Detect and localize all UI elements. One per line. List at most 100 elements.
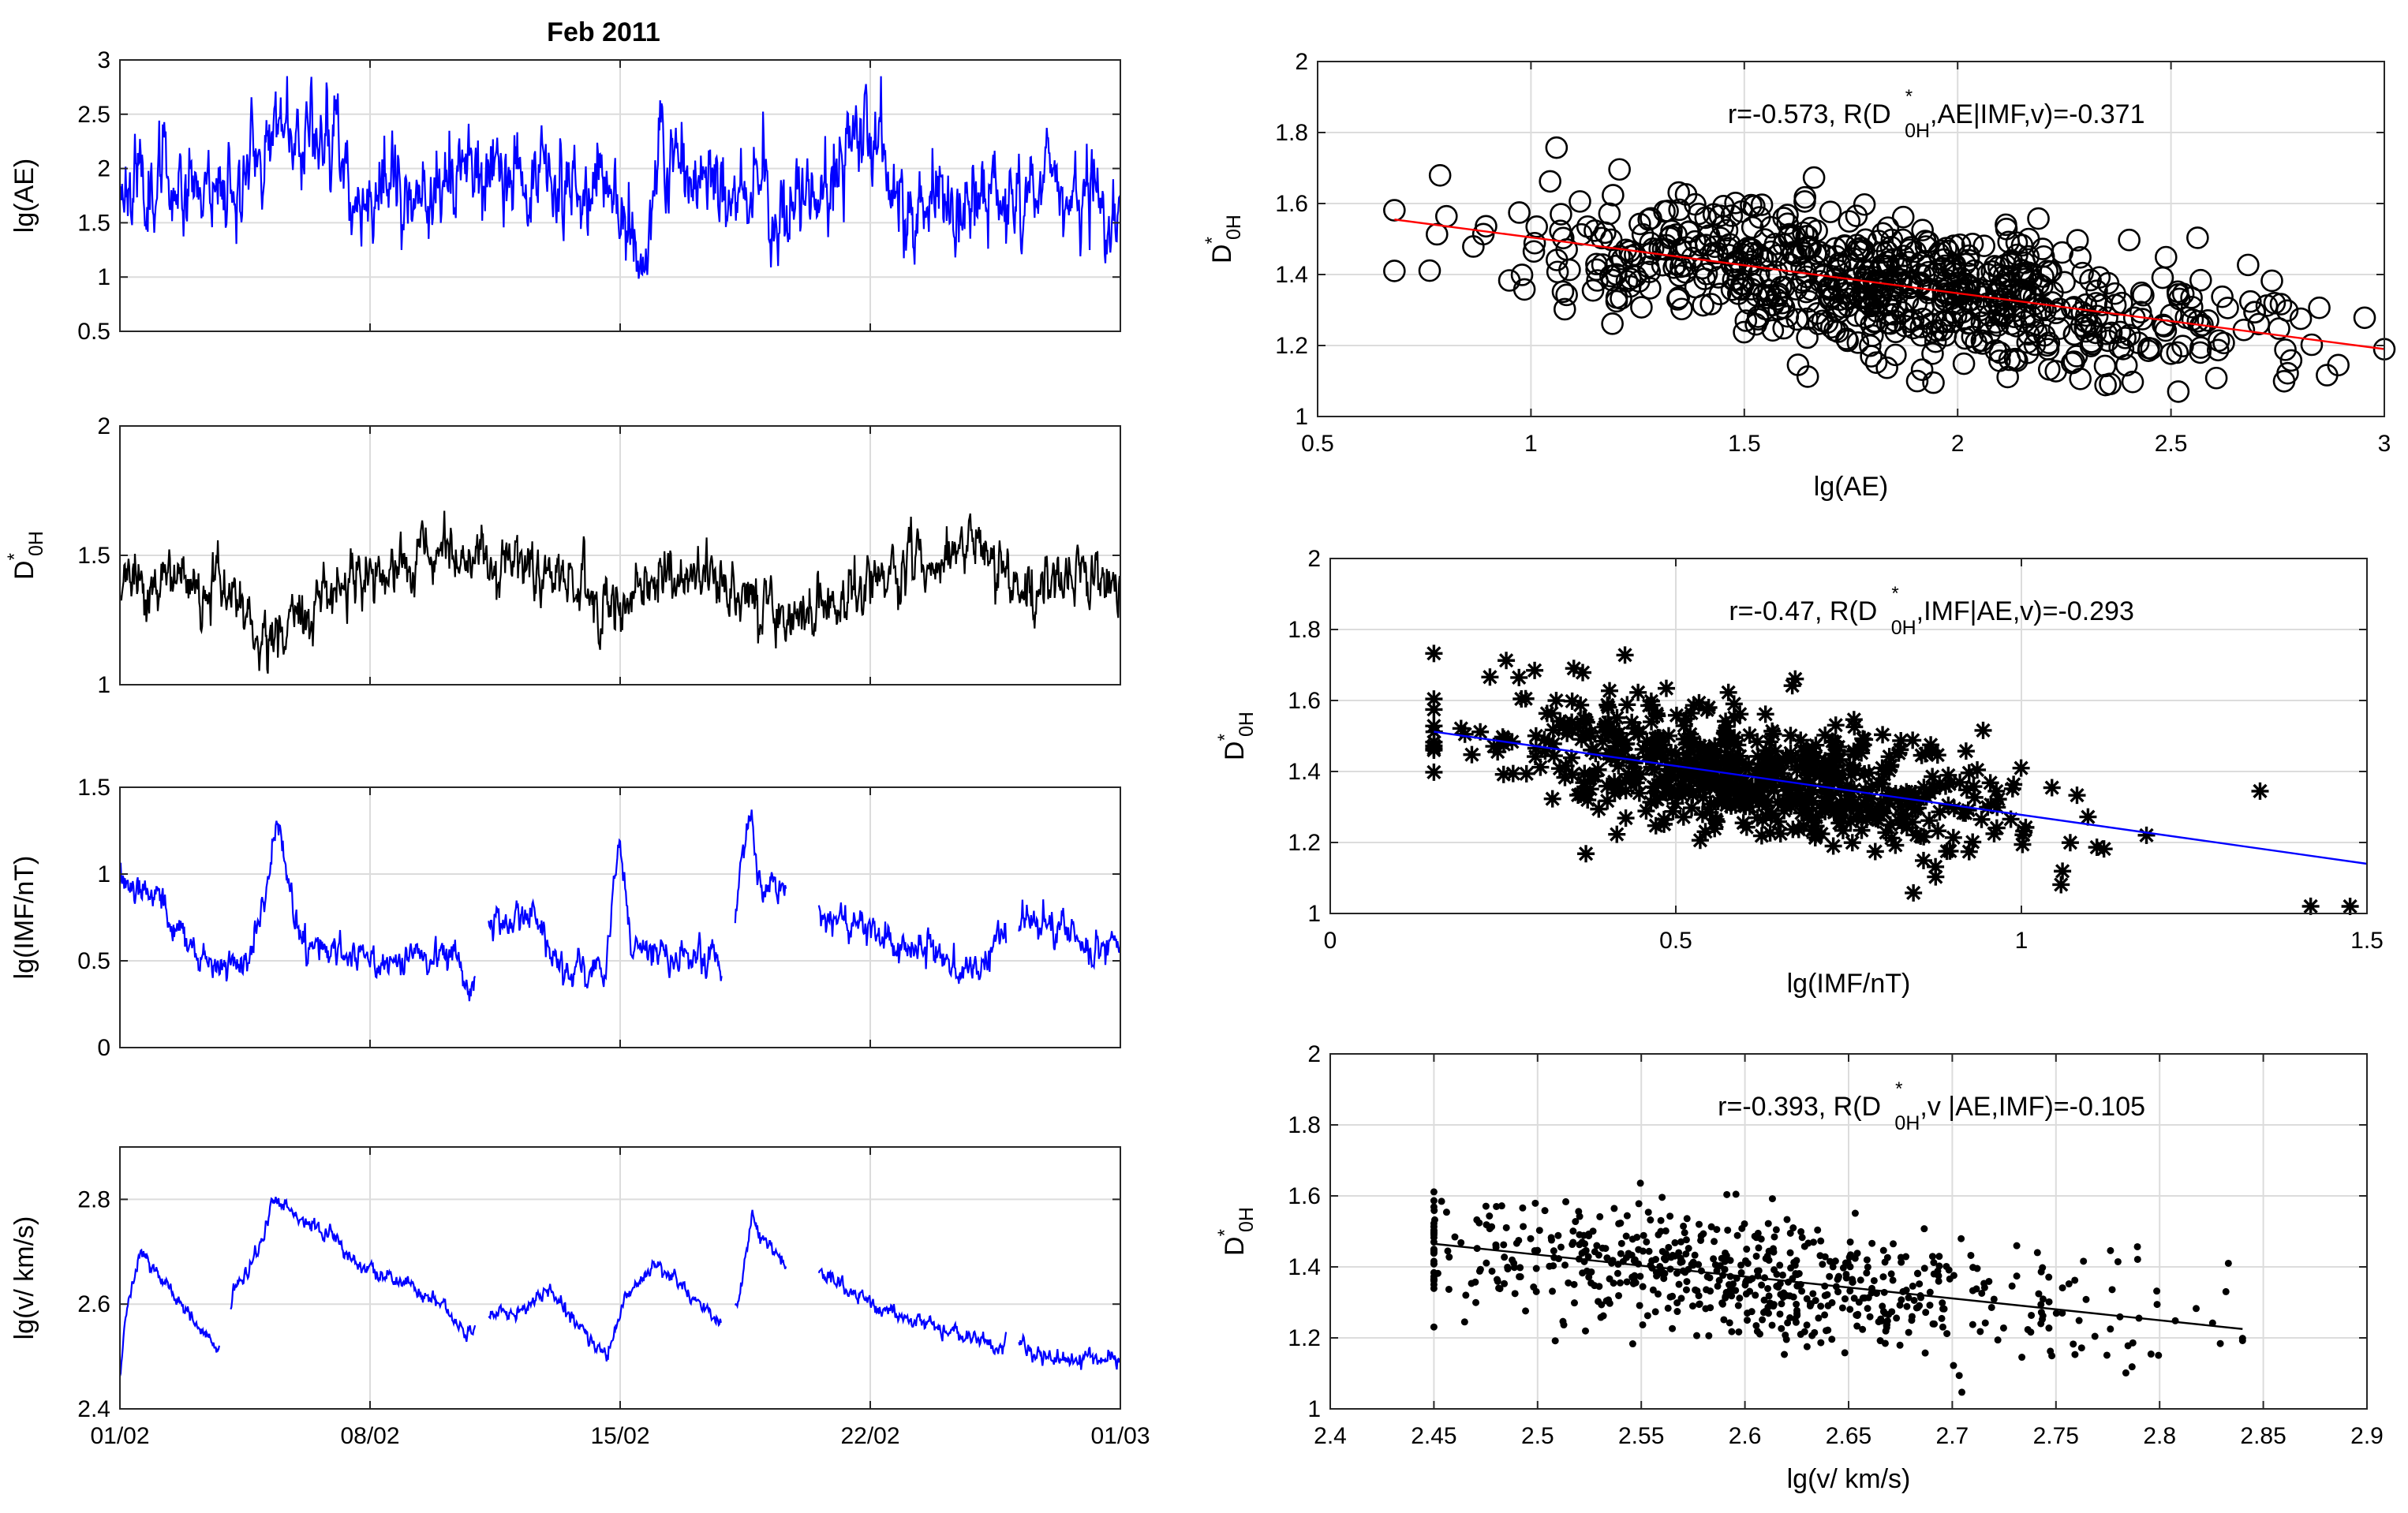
annotation-text: r=-0.573, R(D	[1728, 99, 1891, 129]
data-point	[1844, 1259, 1852, 1267]
data-point	[1585, 1232, 1593, 1240]
data-point	[1760, 1296, 1768, 1304]
data-point	[1863, 1269, 1871, 1277]
data-point	[2005, 231, 2028, 254]
data-point	[1502, 1223, 1510, 1231]
data-point	[1715, 1276, 1723, 1284]
data-point	[1457, 1238, 1465, 1246]
data-point	[2128, 1363, 2136, 1371]
data-point	[1550, 1247, 1557, 1255]
data-point	[1799, 801, 1817, 820]
data-point	[1550, 203, 1572, 226]
data-point	[1851, 1254, 1859, 1262]
data-point	[1605, 720, 1623, 738]
data-point	[1569, 190, 1591, 213]
data-point	[1651, 743, 1670, 761]
panel-ts_ae: 0.5 1 1.5 2 2.5 3 lg(AE)	[9, 47, 1122, 345]
data-point	[2260, 269, 2283, 293]
data-point	[1786, 1249, 1794, 1257]
data-point	[2129, 281, 2153, 304]
data-point	[1711, 777, 1729, 795]
data-point	[1985, 1277, 1993, 1285]
data-point	[1586, 767, 1604, 785]
data-point	[2197, 308, 2219, 332]
data-point	[1652, 1256, 1660, 1264]
data-point	[1675, 1280, 1683, 1288]
data-point	[1569, 1238, 1577, 1246]
data-point	[1751, 1232, 1759, 1240]
data-point	[1914, 851, 1932, 869]
data-point	[1722, 1249, 1729, 1257]
data-point	[1647, 1216, 1655, 1224]
data-point	[1617, 1279, 1625, 1287]
data-point	[1768, 757, 1786, 775]
data-point	[1914, 1270, 1922, 1278]
data-point	[1430, 1203, 1438, 1211]
data-point	[1765, 1292, 1773, 1300]
data-point	[1819, 1261, 1827, 1268]
data-point	[1816, 1252, 1824, 1260]
annotation-sup: *	[1891, 583, 1898, 604]
data-point	[2003, 347, 2027, 371]
data-point	[1631, 1272, 1639, 1280]
data-point	[1636, 1179, 1644, 1187]
data-point	[1512, 690, 1531, 708]
data-point	[1911, 219, 1934, 241]
data-point	[1868, 1239, 1876, 1247]
data-point	[1539, 170, 1561, 193]
panel-sc_ae: 11.21.41.61.820.5 1 1.5 2 2.5 3lg(AE)D*0Hr=-0…	[1202, 49, 2396, 502]
data-point	[2269, 293, 2293, 316]
data-point	[2154, 245, 2178, 269]
data-point	[1669, 1292, 1677, 1300]
panel-sc_v: 1 1.2 1.4 1.6 1.8 2 2.4 2.45 2.5 2.55 2.6 2.65 2.7 2.…	[1214, 1041, 2384, 1494]
data-point	[1693, 805, 1711, 824]
panels-layer: 0.511.522.53lg(AE)11.52D*0H00.511.5lg(IM…	[4, 47, 2396, 1494]
correlation-annotation: r=-0.573, R(D * 0H,AE|IMF,v)=-0.371	[1728, 86, 2145, 142]
x-tick-label: 2.7	[1936, 1423, 1969, 1449]
data-point	[1582, 1327, 1590, 1335]
data-point	[1789, 237, 1812, 261]
data-point	[1765, 782, 1783, 800]
data-point	[1875, 356, 1898, 379]
x-tick-label: 2.75	[2033, 1423, 2079, 1449]
data-point	[1782, 727, 1800, 745]
x-tick-label: 01/03	[1090, 1423, 1150, 1449]
data-point	[1768, 1321, 1776, 1329]
data-point	[1589, 1227, 1597, 1235]
data-point	[1729, 736, 1747, 754]
data-point	[1807, 1300, 1814, 1308]
data-point	[1845, 204, 1868, 227]
data-point	[1691, 738, 1709, 756]
data-point	[1654, 1290, 1662, 1298]
data-point	[1640, 1231, 1647, 1239]
data-point	[1517, 764, 1535, 783]
data-point	[1590, 800, 1608, 818]
data-point	[2289, 307, 2313, 331]
data-point	[2216, 297, 2239, 319]
data-point	[1908, 1313, 1916, 1321]
data-point	[1891, 205, 1915, 229]
data-point	[1845, 718, 1864, 736]
data-point	[1841, 1295, 1849, 1303]
data-point	[2006, 243, 2028, 267]
data-point	[1726, 1319, 1733, 1327]
data-point	[1910, 1296, 1918, 1304]
data-point	[1845, 1253, 1853, 1261]
data-point	[1664, 252, 1688, 276]
data-point	[1744, 1260, 1752, 1268]
data-point	[1891, 228, 1914, 252]
data-point	[1737, 798, 1755, 816]
data-point	[1696, 1301, 1703, 1309]
data-point	[1617, 1239, 1625, 1247]
data-point	[1792, 731, 1810, 749]
data-point	[1733, 792, 1752, 810]
data-point	[1783, 1216, 1791, 1223]
data-point	[2207, 338, 2230, 362]
data-point	[1551, 1337, 1559, 1345]
data-point	[1930, 1259, 1938, 1267]
data-point	[1983, 255, 2006, 278]
data-point	[1737, 818, 1756, 836]
data-point	[1615, 1291, 1623, 1299]
data-point	[1849, 237, 1873, 260]
y-tick-label: 1.2	[1275, 333, 1308, 359]
